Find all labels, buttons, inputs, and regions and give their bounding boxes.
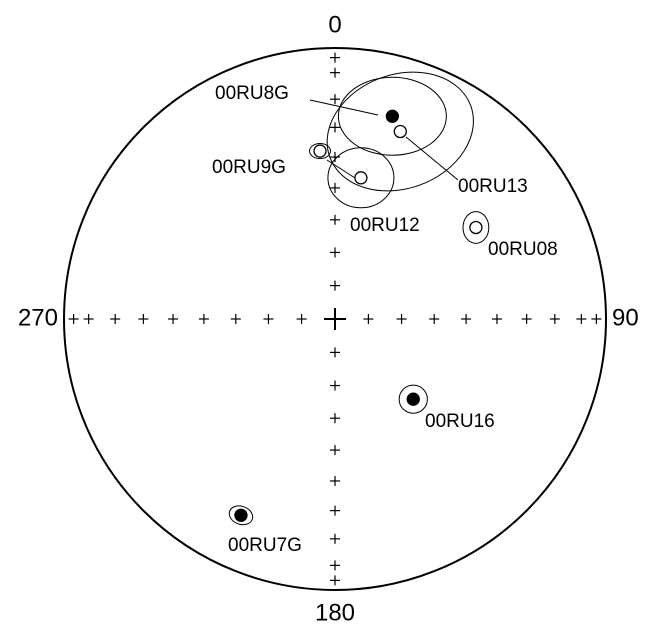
direction-point [354,171,368,185]
leader-line [405,136,459,181]
point-label: 00RU12 [350,215,420,236]
point-label: 00RU8G [215,83,289,104]
leader-line [326,159,356,179]
primitive-circle [63,47,607,591]
confidence-ellipse [326,71,474,192]
confidence-ellipse [309,143,332,160]
direction-point [469,220,483,235]
direction-point [313,144,327,158]
direction-point [393,124,407,139]
direction-label: 270 [18,304,58,331]
point-label: 00RU08 [488,239,558,260]
direction-label: 0 [328,11,341,38]
confidence-ellipse [337,76,447,156]
direction-label: 90 [612,304,639,331]
point-label: 00RU13 [458,176,528,197]
direction-point [406,392,420,406]
point-label: 00RU9G [212,157,286,178]
direction-label: 180 [315,599,355,626]
confidence-ellipse [462,211,490,244]
point-label: 00RU16 [425,411,495,432]
direction-point [234,508,248,522]
confidence-ellipse [398,384,428,414]
confidence-ellipse [327,147,395,209]
confidence-ellipse [228,505,254,526]
direction-point [385,109,400,123]
leader-line [309,99,379,116]
point-label: 00RU7G [228,535,302,556]
